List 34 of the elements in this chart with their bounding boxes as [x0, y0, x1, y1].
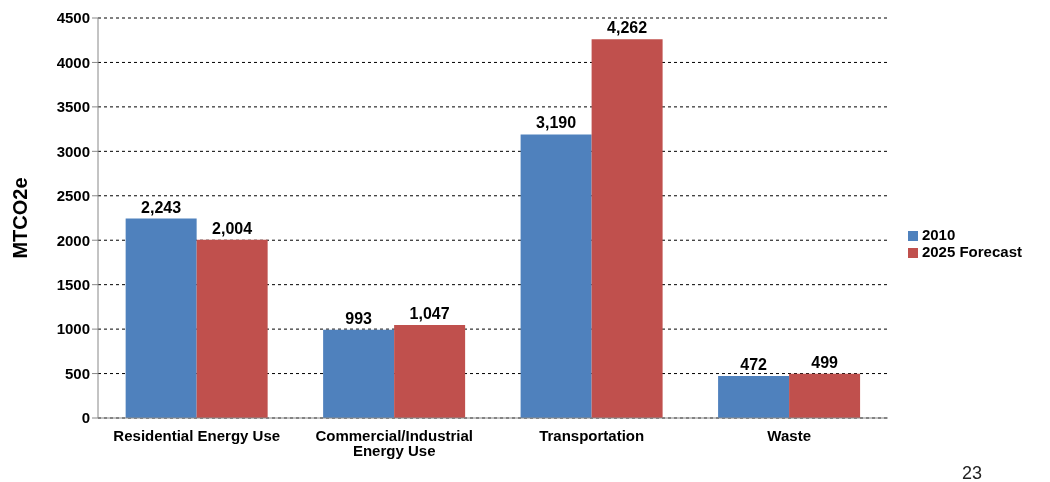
data-label: 2,243 [141, 198, 182, 216]
data-label: 993 [345, 309, 373, 327]
data-label: 4,262 [607, 19, 648, 37]
legend-label: 2025 Forecast [921, 243, 1022, 260]
data-label: 1,047 [409, 304, 450, 322]
legend-label: 2010 [921, 226, 956, 243]
bar [394, 324, 466, 418]
bar [125, 218, 197, 418]
y-tick-label: 2000 [56, 231, 90, 249]
y-tick-label: 0 [81, 409, 90, 427]
data-label: 472 [740, 356, 768, 374]
x-tick-label: Waste [767, 426, 811, 444]
bar [196, 239, 268, 418]
bar [591, 39, 663, 418]
data-label: 2,004 [212, 219, 253, 237]
x-tick-label: Commercial/Industrial Energy Use [315, 426, 473, 459]
bar [718, 376, 790, 418]
data-label: 3,190 [536, 114, 577, 132]
y-axis-title: MTCO2e [9, 177, 32, 259]
bar [789, 373, 861, 418]
y-tick-label: 3500 [56, 98, 90, 116]
y-tick-label: 500 [64, 364, 90, 382]
y-tick-label: 4500 [56, 9, 90, 27]
bar [323, 329, 395, 418]
x-tick-label: Transportation [539, 426, 645, 444]
y-tick-label: 1500 [56, 275, 90, 293]
y-tick-label: 2500 [56, 187, 90, 205]
y-tick-label: 1000 [56, 320, 90, 338]
y-tick-label: 4000 [56, 53, 90, 71]
x-tick-label: Residential Energy Use [113, 426, 281, 444]
y-tick-label: 3000 [56, 142, 90, 160]
text: 23 [961, 463, 982, 482]
bar [520, 134, 592, 418]
data-label: 499 [811, 353, 839, 371]
